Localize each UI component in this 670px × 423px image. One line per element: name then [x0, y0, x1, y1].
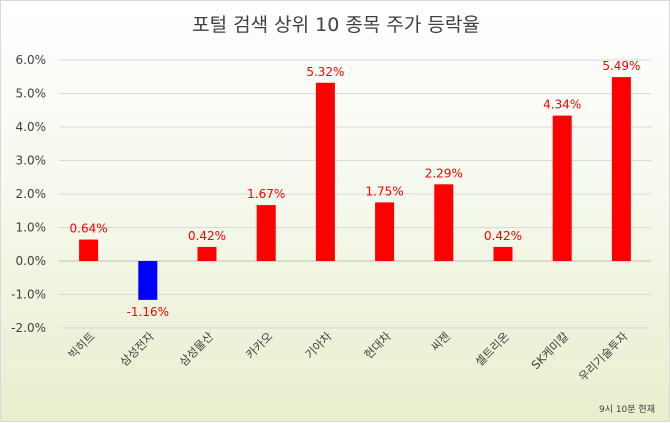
bar: [434, 184, 454, 261]
y-tick-label: 3.0%: [16, 154, 47, 168]
y-tick-label: 0.0%: [16, 254, 47, 268]
bars: [79, 77, 631, 300]
bar: [138, 261, 158, 300]
data-label: -1.16%: [127, 305, 169, 319]
bar: [315, 82, 335, 261]
x-tick-label: 기아차: [302, 329, 335, 362]
y-tick-label: 1.0%: [16, 221, 47, 235]
x-tick-label: SK케미칼: [528, 329, 571, 372]
data-labels: 0.64% -1.16% 0.42% 1.67% 5.32% 1.75% 2.29% 0.42…: [70, 59, 641, 319]
x-tick-label: 셀트리온: [472, 329, 512, 369]
x-tick-label: 씨젠: [428, 329, 453, 354]
x-tick-label: 삼성물산: [176, 329, 216, 369]
x-tick-label: 삼성전자: [117, 329, 157, 369]
x-tick-label: 빅히트: [65, 329, 97, 361]
x-tick-label: 현대차: [361, 329, 394, 362]
bar: [493, 246, 513, 261]
chart-title: 포털 검색 상위 10 종목 주가 등락율: [192, 14, 480, 36]
y-tick-label: 4.0%: [16, 120, 47, 134]
bar: [611, 77, 631, 262]
y-tick-label: 5.0%: [16, 87, 47, 101]
y-tick-label: -1.0%: [11, 288, 46, 302]
bar: [375, 202, 395, 261]
y-tick-label: 6.0%: [16, 53, 47, 67]
footnote: 9시 10분 현재: [599, 404, 655, 415]
data-label: 2.29%: [425, 166, 463, 180]
data-label: 1.67%: [247, 187, 285, 201]
y-tick-label: 2.0%: [16, 187, 47, 201]
bar: [79, 239, 99, 261]
y-axis-ticks: -2.0% -1.0% 0.0% 1.0% 2.0% 3.0% 4.0% 5.0% 6.0%: [11, 53, 46, 335]
data-label: 5.32%: [306, 65, 344, 79]
bar: [197, 246, 217, 261]
data-label: 4.34%: [543, 98, 581, 112]
bar: [256, 205, 276, 261]
gridlines: [59, 59, 651, 329]
data-label: 0.64%: [70, 222, 108, 236]
data-label: 1.75%: [366, 184, 404, 198]
bar: [552, 115, 572, 261]
data-label: 5.49%: [602, 59, 640, 73]
x-tick-label: 카카오: [243, 329, 275, 361]
data-label: 0.42%: [484, 229, 522, 243]
y-tick-label: -2.0%: [11, 321, 46, 335]
data-label: 0.42%: [188, 229, 226, 243]
x-axis-ticks: 빅히트 삼성전자 삼성물산 카카오 기아차 현대차 씨젠 셀트리온 SK케미칼 우리기술투자: [65, 329, 630, 384]
x-tick-label: 우리기술투자: [576, 329, 631, 384]
